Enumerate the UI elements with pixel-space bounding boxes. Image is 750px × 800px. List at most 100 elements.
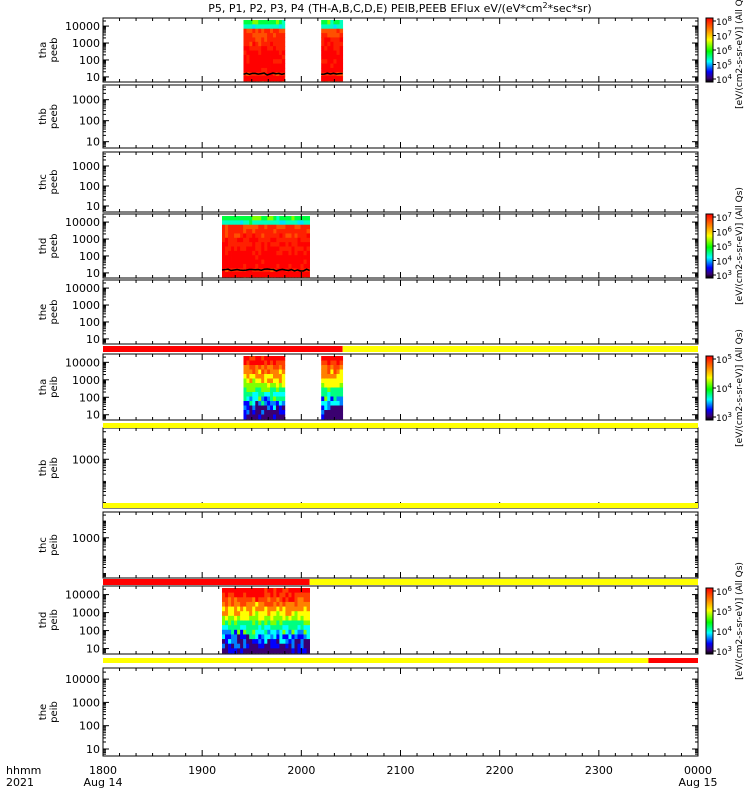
spectrogram-cell xyxy=(261,220,265,226)
y-tick-label: 10 xyxy=(86,743,100,756)
spectrogram-cell xyxy=(276,625,280,631)
spectrogram-cell xyxy=(234,224,238,230)
spectrogram-cell xyxy=(306,588,310,594)
spectrogram-cell xyxy=(306,216,310,221)
spectrogram-cell xyxy=(279,242,283,247)
spectrogram-cell xyxy=(339,54,344,60)
spectrogram-cell xyxy=(281,54,286,60)
spectrogram-cell xyxy=(327,24,331,30)
spectrogram-cell xyxy=(321,50,325,56)
spectrogram-cell xyxy=(246,24,250,30)
spectrogram-cell xyxy=(270,263,274,269)
spectrogram-cell xyxy=(333,410,337,415)
spectrogram-cell xyxy=(243,224,247,230)
spectrogram-cell xyxy=(255,629,259,635)
spectrogram-cell xyxy=(258,33,262,38)
spectrogram-cell xyxy=(264,592,268,598)
spectrogram-cell xyxy=(294,246,298,252)
spectrogram-cell xyxy=(246,259,250,265)
spectrogram-cell xyxy=(285,588,289,594)
spectrogram-cell xyxy=(249,374,253,379)
spectrogram-cell xyxy=(282,625,286,631)
panel-frame xyxy=(102,585,699,655)
colorbar-tick-exponent: 5 xyxy=(727,59,731,67)
spectrogram-cell xyxy=(264,46,268,51)
spectrogram-cell xyxy=(249,615,253,621)
spectrogram-cell xyxy=(306,606,310,612)
spectrogram-cell xyxy=(321,37,325,43)
spectrogram-cell xyxy=(222,216,226,221)
spectrogram-cell xyxy=(294,615,298,621)
spectrogram-cell xyxy=(252,28,256,34)
spectrogram-cell xyxy=(237,643,241,649)
spectrogram-cell xyxy=(261,54,265,60)
spectrogram-cell xyxy=(231,601,235,607)
spectrogram-cell xyxy=(261,625,265,631)
spectrogram-cell xyxy=(246,414,250,420)
spectrogram-cell xyxy=(282,216,286,221)
spectrogram-cell xyxy=(306,620,310,626)
spectrogram-cell xyxy=(330,37,334,43)
spectrogram-cell xyxy=(249,220,253,226)
spectrogram-cell xyxy=(228,634,232,640)
spectrogram-cell xyxy=(333,414,337,420)
spectrogram-cell xyxy=(267,220,271,226)
spectrogram-cell xyxy=(243,369,247,375)
spectrogram-cell xyxy=(222,268,226,274)
spectrogram-cell xyxy=(285,611,289,617)
spectrogram-cell xyxy=(324,410,328,415)
panel-probe-label: thd xyxy=(38,238,49,255)
spectrogram-cell xyxy=(249,601,253,607)
spectrogram-cell xyxy=(246,50,250,56)
spectrogram-cell xyxy=(261,24,265,30)
spectrogram-cell xyxy=(228,216,232,221)
spectrogram-cell xyxy=(306,592,310,598)
spectrogram-cell xyxy=(252,50,256,56)
spectrogram-cell xyxy=(294,597,298,603)
spectrogram-cell xyxy=(240,611,244,617)
spectrogram-cell xyxy=(237,233,241,239)
spectrogram-cell xyxy=(243,648,247,654)
spectrogram-cell xyxy=(261,369,265,375)
spectrogram-cell xyxy=(288,634,292,640)
colorbar-tick-label: 104 xyxy=(716,625,732,638)
spectrogram-cell xyxy=(300,606,304,612)
spectrogram-cell xyxy=(249,648,253,654)
colorbar-label: [eV/(cm2-s-sr-eV)] (All Qs) xyxy=(735,329,745,447)
spectrogram-cell xyxy=(255,250,259,256)
spectrogram-cell xyxy=(222,255,226,260)
spectrogram-cell xyxy=(276,220,280,226)
flag-bar-segment xyxy=(103,503,698,508)
spectrogram-cell xyxy=(303,648,307,654)
spectrogram-cell xyxy=(261,611,265,617)
spectrogram-cell xyxy=(267,405,271,411)
spectrogram-cell xyxy=(234,216,238,221)
spectrogram-cell xyxy=(281,37,286,43)
spectrogram-cell xyxy=(222,246,226,252)
spectrogram-cell xyxy=(222,263,226,269)
spectrogram-cell xyxy=(291,237,295,243)
spectrogram-cell xyxy=(267,401,271,406)
spectrogram-cell xyxy=(306,615,310,621)
spectrogram-cell xyxy=(306,250,310,256)
spectrogram-cell xyxy=(330,414,334,420)
spectrogram-cell xyxy=(246,365,250,370)
spectrogram-cell xyxy=(303,643,307,649)
spectrogram-cell xyxy=(333,63,337,69)
spectrogram-cell xyxy=(261,410,265,415)
spectrogram-cell xyxy=(264,588,268,594)
spectrogram-cell xyxy=(273,625,277,631)
spectrogram-cell xyxy=(243,220,247,226)
spectrogram-cell xyxy=(258,414,262,420)
spectrogram-cell xyxy=(275,405,280,411)
spectrogram-cell xyxy=(270,216,274,221)
spectrogram-cell xyxy=(243,216,247,221)
spectrogram-cell xyxy=(255,246,259,252)
y-tick-label: 10000 xyxy=(65,589,100,602)
spectrogram-cell xyxy=(270,592,274,598)
spectrogram-cell xyxy=(231,597,235,603)
spectrogram-cell xyxy=(303,588,307,594)
spectrogram-cell xyxy=(264,220,268,226)
spectrogram-cell xyxy=(255,396,259,402)
spectrogram-cell xyxy=(273,634,277,640)
